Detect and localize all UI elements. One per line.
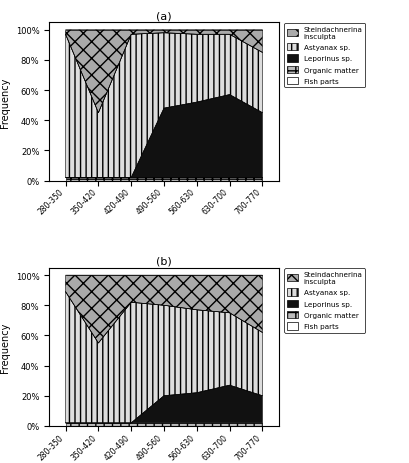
Legend: Steindachnerina
insculpta, Astyanax sp., Leporinus sp., Organic matter, Fish par: Steindachnerina insculpta, Astyanax sp.,… (283, 269, 364, 333)
Title: (a): (a) (156, 11, 171, 21)
Legend: Steindachnerina
insculpta, Astyanax sp., Leporinus sp., Organic matter, Fish par: Steindachnerina insculpta, Astyanax sp.,… (283, 24, 364, 88)
Y-axis label: Frequency: Frequency (0, 77, 10, 127)
Title: (b): (b) (156, 256, 171, 266)
Y-axis label: Frequency: Frequency (0, 322, 10, 372)
